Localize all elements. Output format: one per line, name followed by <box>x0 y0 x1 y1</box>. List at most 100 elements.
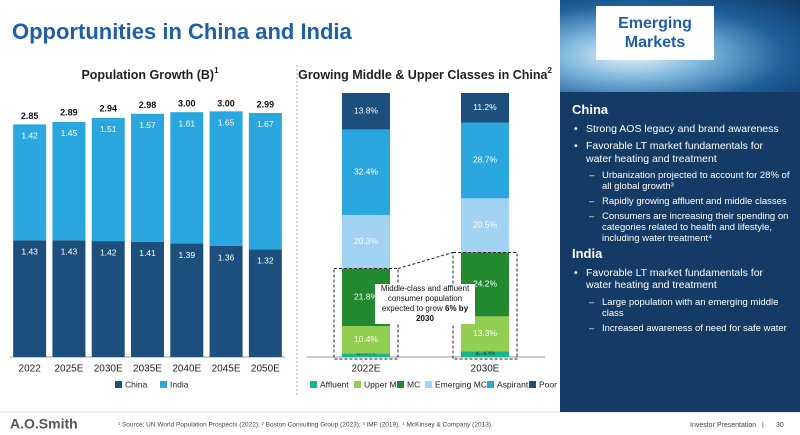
value-label: 20.3% <box>354 236 379 246</box>
value-label: 1.43 <box>21 247 38 257</box>
value-label: 10.4% <box>354 334 379 344</box>
annotation-text: Middle-class and affluent consumer popul… <box>380 284 470 313</box>
legend-label: MC <box>407 379 420 389</box>
chart-title: Population Growth (B)1 <box>81 66 219 82</box>
sub-bullet: Consumers are increasing their spending … <box>572 211 790 244</box>
total-label: 2.89 <box>60 108 78 118</box>
chart-title-sup: 2 <box>547 66 552 75</box>
legend-swatch <box>397 381 404 388</box>
bar-segment <box>13 240 47 357</box>
annotation-bold: 6% by 2030 <box>416 304 469 323</box>
bar-segment <box>52 240 86 357</box>
bar-segment <box>461 198 509 253</box>
legend-label: Emerging MC <box>435 379 487 389</box>
annotation: Middle-class and affluent consumer popul… <box>375 284 475 324</box>
water-image: Emerging Markets <box>560 0 800 92</box>
bar-segment <box>248 112 282 250</box>
bar-segment <box>131 241 164 357</box>
bar-segment <box>91 241 125 357</box>
total-label: 3.00 <box>217 99 235 109</box>
value-label: 11.2% <box>473 102 497 112</box>
badge: Emerging Markets <box>596 6 714 60</box>
x-tick-label: 2035E <box>133 364 162 375</box>
bullet: Favorable LT market fundamentals for wat… <box>572 267 790 292</box>
bar-segment <box>342 214 390 269</box>
total-label: 2.98 <box>139 100 157 110</box>
legend-swatch <box>425 381 432 388</box>
bar-segment <box>13 124 47 241</box>
legend-label: Upper MC <box>364 379 403 389</box>
bar-segment <box>342 93 390 130</box>
bar-segment <box>461 351 509 357</box>
legend-label: India <box>170 379 189 389</box>
total-label: 3.00 <box>178 99 196 109</box>
separator: | <box>762 422 764 429</box>
chart-title-text: Population Growth (B) <box>81 68 214 82</box>
legend-swatch <box>529 381 536 388</box>
slide-title: Opportunities in China and India <box>12 19 353 44</box>
x-tick-label: 2022 <box>19 364 42 375</box>
footnote: ¹ Source: UN World Population Prospects … <box>118 422 493 429</box>
total-label: 2.94 <box>99 103 117 113</box>
value-label: 13.3% <box>473 328 498 338</box>
total-label: 2.99 <box>257 99 275 109</box>
value-label: 1.42 <box>21 131 38 141</box>
logo: A.O.Smith <box>10 416 78 432</box>
value-label: 1.51 <box>100 124 117 134</box>
sections: China Strong AOS legacy and brand awarene… <box>560 92 800 333</box>
legend-label: Aspirant <box>497 379 529 389</box>
annotation-box: Middle-class and affluent consumer popul… <box>375 284 475 324</box>
chart-title-text: Growing Middle & Upper Classes in China <box>298 68 548 82</box>
connector <box>397 251 454 270</box>
section-heading: India <box>572 246 603 261</box>
bar-segment <box>131 113 164 242</box>
x-tick-label: 2030E <box>471 364 500 375</box>
x-tick-label: 2022E <box>352 364 381 375</box>
legend-swatch <box>487 381 494 388</box>
bar-segment <box>91 117 125 242</box>
x-tick-label: 2045E <box>212 364 241 375</box>
bar-segment <box>342 326 390 354</box>
x-tick-label: 2050E <box>251 364 280 375</box>
value-label: 1.65 <box>218 118 235 128</box>
x-tick-label: 2040E <box>172 364 201 375</box>
chart-title-sup: 1 <box>214 66 219 75</box>
bar-segment <box>461 93 509 123</box>
legend-swatch <box>310 381 317 388</box>
value-label: 1.67 <box>257 119 274 129</box>
value-label: 1.57 <box>139 120 156 130</box>
legend-swatch <box>160 381 167 388</box>
total-label: 2.85 <box>21 111 39 121</box>
chart-title: Growing Middle & Upper Classes in China2 <box>298 66 552 82</box>
bar-segment <box>342 129 390 215</box>
sub-bullet: Urbanization projected to account for 28… <box>572 170 790 192</box>
bar-segment <box>52 121 86 241</box>
page-number: 30 <box>776 422 784 429</box>
x-tick-label: 2030E <box>94 364 123 375</box>
value-label: 1.61 <box>179 118 196 128</box>
bullet: Favorable LT market fundamentals for wat… <box>572 140 790 165</box>
value-label: 1.42 <box>100 247 117 257</box>
sub-bullet: Rapidly growing affluent and middle clas… <box>572 196 790 207</box>
presentation-label: Investor Presentation <box>690 422 756 429</box>
value-label: 21.8% <box>354 292 379 302</box>
value-label: 20.5% <box>473 220 498 230</box>
value-label: 1.41 <box>139 248 156 258</box>
value-label: 1.39 <box>179 250 196 260</box>
value-label: 28.7% <box>473 155 498 165</box>
highlight-box <box>333 268 399 360</box>
legend-swatch <box>354 381 361 388</box>
legend-swatch <box>115 381 122 388</box>
bar-segment <box>248 249 282 357</box>
value-label: 1.45 <box>61 128 78 138</box>
bar-segment <box>209 246 243 357</box>
value-label: 1.43 <box>61 247 78 257</box>
bullet: Strong AOS legacy and brand awareness <box>572 123 790 136</box>
legend-label: Poor <box>539 379 557 389</box>
bar-segment <box>209 111 243 247</box>
bar-segment <box>461 122 509 199</box>
legend-label: China <box>125 379 147 389</box>
value-label: 13.8% <box>354 105 379 115</box>
